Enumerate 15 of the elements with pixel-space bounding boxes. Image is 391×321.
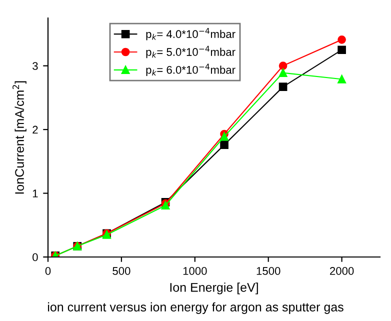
x-axis-title: Ion Energie [eV]	[170, 282, 258, 294]
x-tick-label: 2000	[330, 267, 354, 275]
x-tick-label: 500	[112, 267, 130, 275]
y-axis-title: IonCurrent [mA/cm$^{2}$]	[12, 81, 26, 194]
y-tick-label: 1	[32, 190, 38, 198]
y-tick-label: 2	[32, 126, 38, 134]
x-tick-label: 1000	[183, 267, 207, 275]
y-tick-label: 3	[32, 62, 38, 70]
legend-label: p$_{k}$= 5.0*10$^{−4}$mbar	[146, 46, 236, 58]
legend-label: p$_{k}$= 4.0*10$^{−4}$mbar	[146, 28, 236, 40]
x-tick-label: 1500	[256, 267, 280, 275]
x-tick-label: 0	[45, 267, 51, 275]
legend-label: p$_{k}$= 6.0*10$^{−4}$mbar	[146, 64, 236, 76]
text: ion current versus ion energy for argon as sputter gas	[48, 302, 344, 314]
y-tick-label: 0	[32, 253, 38, 262]
